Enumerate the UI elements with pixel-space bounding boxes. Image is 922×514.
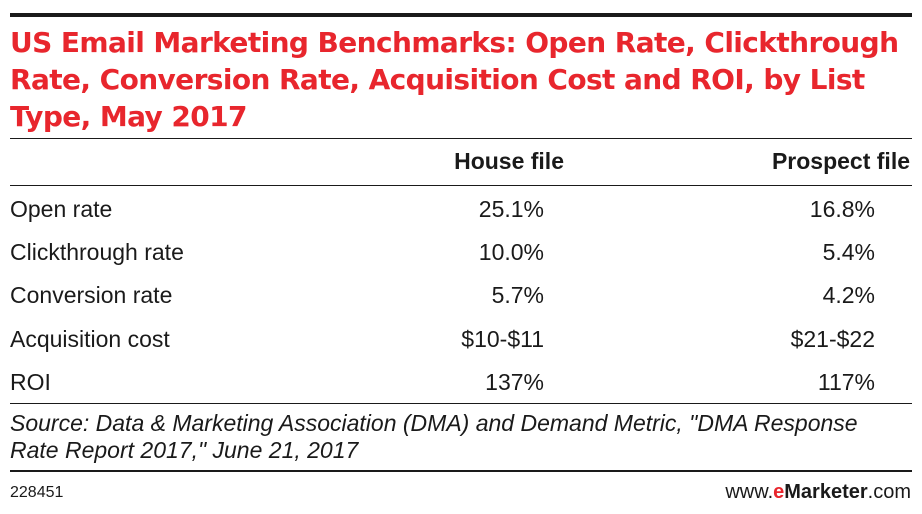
- house-file-value: $10-$11: [461, 325, 544, 352]
- brand-suffix: .com: [867, 481, 911, 503]
- house-file-value: 137%: [485, 368, 544, 395]
- table-bottom-rule: [10, 403, 912, 404]
- table-row: Acquisition cost $10-$11 $21-$22: [10, 318, 912, 361]
- brand-name: Marketer: [784, 481, 868, 503]
- house-file-value: 10.0%: [478, 239, 544, 266]
- table-row: ROI 137% 117%: [10, 361, 912, 404]
- table-row: Clickthrough rate 10.0% 5.4%: [10, 231, 912, 274]
- header-bottom-rule: [10, 185, 912, 186]
- emarketer-logo[interactable]: www.eMarketer.com: [725, 481, 911, 503]
- column-header-house-file: House file: [454, 148, 564, 174]
- footer-rule: [10, 470, 912, 472]
- table-row: Open rate 25.1% 16.8%: [10, 188, 912, 231]
- row-label: Acquisition cost: [10, 325, 170, 352]
- prospect-file-value: 4.2%: [822, 282, 875, 309]
- header-top-rule: [10, 138, 912, 139]
- chart-title: US Email Marketing Benchmarks: Open Rate…: [10, 26, 899, 133]
- prospect-file-value: 5.4%: [822, 239, 875, 266]
- brand-prefix: www.: [725, 481, 774, 503]
- brand-e: e: [773, 481, 785, 503]
- house-file-value: 5.7%: [491, 282, 544, 309]
- source-note: Source: Data & Marketing Association (DM…: [10, 410, 858, 463]
- row-label: Open rate: [10, 196, 113, 222]
- row-label: Clickthrough rate: [10, 239, 184, 266]
- house-file-value: 25.1%: [478, 196, 544, 222]
- chart-id: 228451: [10, 484, 64, 501]
- row-label: Conversion rate: [10, 282, 173, 309]
- prospect-file-value: 16.8%: [809, 196, 875, 222]
- row-label: ROI: [10, 368, 51, 395]
- column-header-prospect-file: Prospect file: [771, 148, 910, 174]
- prospect-file-value: $21-$22: [790, 325, 875, 352]
- prospect-file-value: 117%: [817, 368, 875, 395]
- top-rule: [10, 13, 912, 17]
- table-row: Conversion rate 5.7% 4.2%: [10, 274, 912, 317]
